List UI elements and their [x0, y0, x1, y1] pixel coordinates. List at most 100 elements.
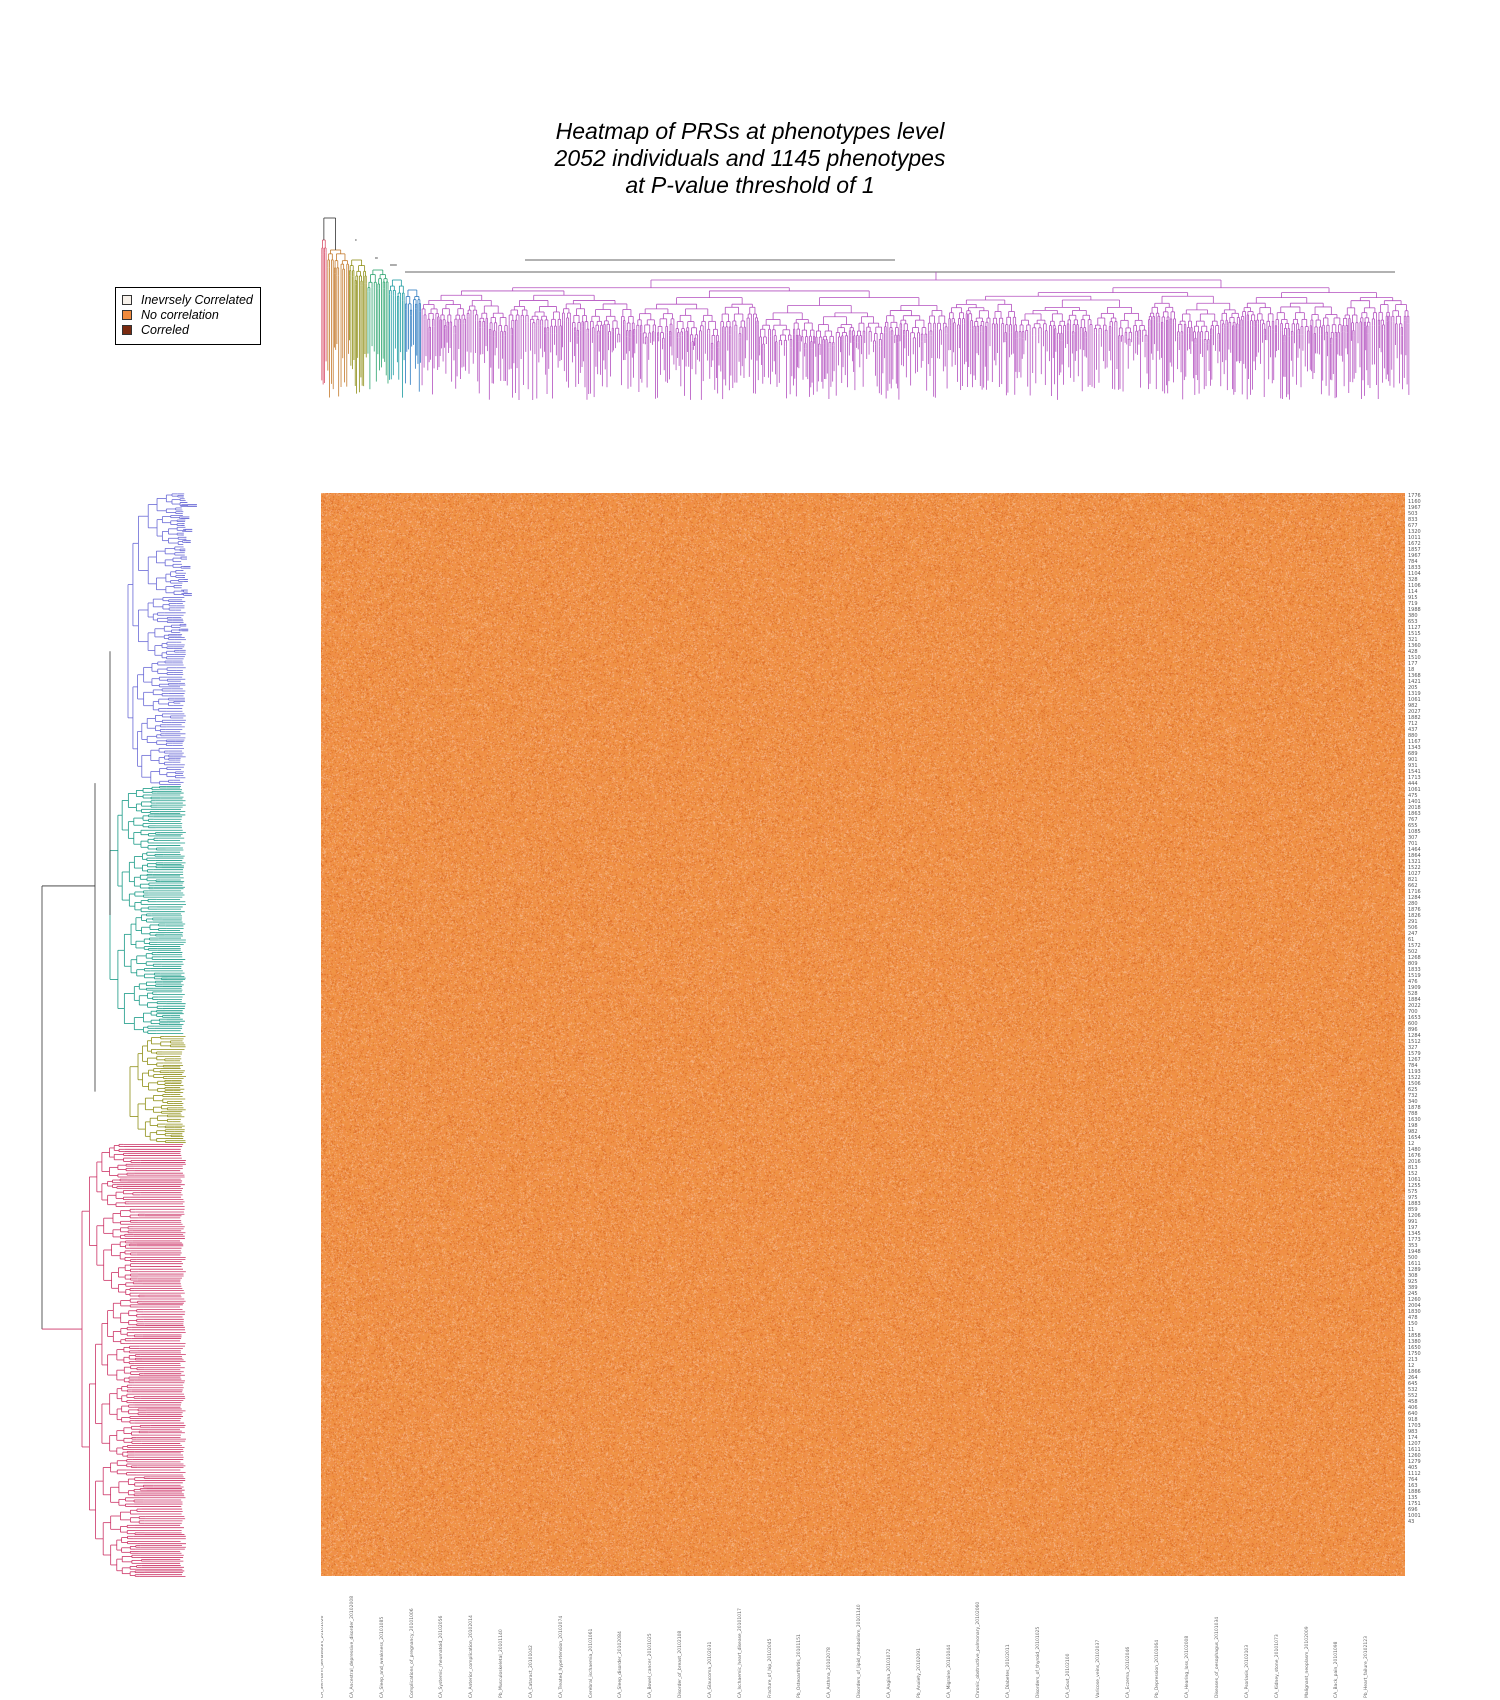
row-label: 205: [1408, 685, 1418, 691]
row-label: 291: [1408, 919, 1418, 925]
row-label: 353: [1408, 1243, 1418, 1249]
legend-label: No correlation: [141, 307, 219, 322]
row-label: 689: [1408, 751, 1418, 757]
row-label: 1826: [1408, 913, 1421, 919]
row-label: 1750: [1408, 1351, 1421, 1357]
row-label: 901: [1408, 757, 1418, 763]
column-label: Fracture_of_hip_20102045: [767, 1638, 773, 1698]
row-label: 1654: [1408, 1135, 1421, 1141]
row-label: 213: [1408, 1357, 1418, 1363]
row-label: 61: [1408, 937, 1415, 943]
row-label: 163: [1408, 1483, 1418, 1489]
column-label: CA_Cataract_20101042: [528, 1645, 534, 1698]
row-label: 1833: [1408, 967, 1421, 973]
row-label: 1506: [1408, 1081, 1421, 1087]
row-label: 918: [1408, 1417, 1418, 1423]
row-label: 405: [1408, 1465, 1418, 1471]
row-label: 380: [1408, 613, 1418, 619]
row-label: 1284: [1408, 895, 1421, 901]
legend: Inevrsely Correlated No correlation Corr…: [115, 287, 261, 345]
row-label: 1857: [1408, 547, 1421, 553]
row-label: 1206: [1408, 1213, 1421, 1219]
row-label: 1751: [1408, 1501, 1421, 1507]
row-label: 1909: [1408, 985, 1421, 991]
column-label: Malignant_neoplasm_20102009: [1304, 1626, 1310, 1698]
row-label: 1160: [1408, 499, 1421, 505]
row-label: 1876: [1408, 907, 1421, 913]
column-labels: CA_Self-harm_behaviours_20101026 CA_Ances…: [321, 1580, 1405, 1698]
row-label: 764: [1408, 1477, 1418, 1483]
column-label: CA_Hearing_loss_20102008: [1185, 1635, 1191, 1698]
legend-swatch-inverse: [122, 294, 132, 305]
row-label: 1863: [1408, 811, 1421, 817]
row-label: 135: [1408, 1495, 1418, 1501]
row-label: 2022: [1408, 1003, 1421, 1009]
row-label: 1541: [1408, 769, 1421, 775]
row-dendrogram: [41, 493, 197, 1577]
row-label: 321: [1408, 637, 1418, 643]
row-label: 503: [1408, 511, 1418, 517]
row-label: 114: [1408, 589, 1418, 595]
row-label: 1464: [1408, 847, 1421, 853]
row-label: 1268: [1408, 955, 1421, 961]
row-label: 1421: [1408, 679, 1421, 685]
column-label: CA_Eczema_20102046: [1125, 1646, 1131, 1698]
row-label: 1085: [1408, 829, 1421, 835]
row-label: 1027: [1408, 871, 1421, 877]
column-label: CA_Ischaemic_heart_disease_20101017: [737, 1608, 743, 1698]
row-label: 1515: [1408, 631, 1421, 637]
row-label: 1001: [1408, 1513, 1421, 1519]
column-label: Pb_Musculoskeletal_20101140: [499, 1629, 504, 1698]
row-label: 896: [1408, 1027, 1418, 1033]
row-label: 1773: [1408, 1237, 1421, 1243]
row-label: 1480: [1408, 1147, 1421, 1153]
row-label: 1883: [1408, 1201, 1421, 1207]
row-label: 12: [1408, 1141, 1415, 1147]
column-label: Varicose_veins_20102037: [1095, 1639, 1101, 1698]
row-label: 600: [1408, 1021, 1418, 1027]
row-labels: 1776 1160 1967 503 833 677 1320 1011 1672 1857 196…: [1408, 493, 1448, 1576]
row-label: 1345: [1408, 1231, 1421, 1237]
row-label: 662: [1408, 883, 1418, 889]
legend-item-correlated: Correled: [122, 322, 254, 337]
row-label: 813: [1408, 1165, 1418, 1171]
row-label: 506: [1408, 925, 1418, 931]
row-label: 1127: [1408, 625, 1421, 631]
row-label: 991: [1408, 1219, 1418, 1225]
legend-item-inverse: Inevrsely Correlated: [122, 292, 254, 307]
row-label: 528: [1408, 991, 1418, 997]
row-label: 43: [1408, 1519, 1415, 1525]
row-label: 915: [1408, 595, 1418, 601]
row-label: 328: [1408, 577, 1418, 583]
row-label: 444: [1408, 781, 1418, 787]
column-label: Disorder_of_breast_20102108: [678, 1630, 683, 1698]
row-label: 152: [1408, 1171, 1418, 1177]
column-label: CA_Self-harm_behaviours_20101026: [321, 1615, 325, 1698]
row-label: 645: [1408, 1381, 1418, 1387]
row-label: 625: [1408, 1087, 1418, 1093]
row-label: 1776: [1408, 493, 1421, 499]
row-label: 437: [1408, 727, 1418, 733]
row-label: 1106: [1408, 583, 1421, 589]
legend-item-none: No correlation: [122, 307, 254, 322]
row-label: 2027: [1408, 709, 1421, 715]
column-label: CA_Treated_hypertension_20102074: [558, 1615, 564, 1698]
row-label: 983: [1408, 1429, 1418, 1435]
row-label: 12: [1408, 1363, 1415, 1369]
row-label: 1884: [1408, 997, 1421, 1003]
row-label: 2016: [1408, 1159, 1421, 1165]
row-label: 1864: [1408, 853, 1421, 859]
row-label: 1368: [1408, 673, 1421, 679]
column-label: CA_Back_pain_20101098: [1334, 1641, 1340, 1698]
column-label: Complications_of_pregnancy_20101006: [409, 1608, 415, 1698]
row-label: 1061: [1408, 1177, 1421, 1183]
row-label: 340: [1408, 1099, 1418, 1105]
row-label: 150: [1408, 1321, 1418, 1327]
row-label: 880: [1408, 733, 1418, 739]
row-label: 389: [1408, 1285, 1418, 1291]
row-label: 264: [1408, 1375, 1418, 1381]
heatmap-grid: [321, 493, 1405, 1576]
legend-label: Inevrsely Correlated: [141, 292, 253, 307]
row-label: 1630: [1408, 1117, 1421, 1123]
column-label: CA_Anterior_complication_20102014: [469, 1615, 475, 1698]
